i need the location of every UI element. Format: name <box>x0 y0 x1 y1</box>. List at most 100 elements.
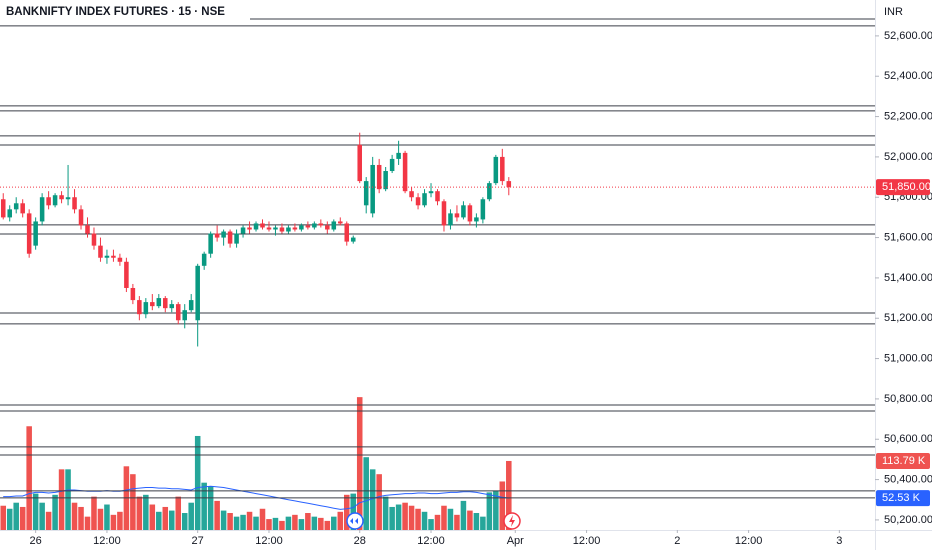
volume-bar <box>97 508 104 530</box>
candle-body <box>91 233 97 246</box>
candle-body <box>78 209 84 226</box>
volume-bar <box>246 511 253 530</box>
event-icon[interactable] <box>503 512 521 530</box>
candle-body <box>325 225 330 230</box>
x-tick-label: 12:00 <box>573 535 601 547</box>
volume-bar <box>467 510 473 530</box>
candle-body <box>104 255 110 258</box>
candle-body <box>338 221 343 224</box>
volume-bar <box>0 505 7 530</box>
chart-title: BANKNIFTY INDEX FUTURES · 15 · NSE <box>6 6 225 18</box>
x-tick-label: 28 <box>354 535 366 547</box>
candle-body <box>195 265 200 321</box>
volume-bar <box>402 502 408 530</box>
candle-body <box>487 183 492 200</box>
candle-body <box>279 227 285 232</box>
y-tick-label: 50,600.00 <box>884 433 932 445</box>
candle-body <box>389 158 395 172</box>
candle-body <box>39 197 45 222</box>
candle-body <box>214 233 220 238</box>
candle-body <box>221 231 226 238</box>
candle-body <box>240 227 246 234</box>
candle-body <box>500 156 505 182</box>
x-tick-label: 3 <box>836 535 842 547</box>
candle-body <box>117 257 123 262</box>
volume-bar <box>194 435 201 530</box>
plot <box>0 18 875 530</box>
candle-body <box>312 223 317 228</box>
volume-bar <box>292 514 298 530</box>
candle-body <box>422 193 427 206</box>
volume-bar <box>136 496 143 530</box>
volume-bar <box>181 513 188 530</box>
price-badge-label: 113.79 K <box>882 455 926 467</box>
candle-body <box>20 203 25 214</box>
volume-bar <box>460 500 467 530</box>
event-icon[interactable] <box>346 512 364 530</box>
volume-bar <box>454 514 460 530</box>
volume-bar <box>486 492 493 530</box>
volume-bar <box>408 505 415 530</box>
candle-body <box>299 225 304 230</box>
volume-bar <box>356 397 363 530</box>
price-badge <box>876 179 930 196</box>
y-tick-label: 50,400.00 <box>884 473 932 485</box>
y-tick-label: 51,400.00 <box>884 272 932 284</box>
candle-body <box>370 164 375 214</box>
y-tick-label: 52,400.00 <box>884 70 932 82</box>
volume-bar <box>447 508 454 530</box>
candle-body <box>247 227 252 230</box>
volume-bar <box>272 517 279 530</box>
candle-body <box>137 300 142 315</box>
volume-bar <box>285 516 292 530</box>
volume-bar <box>369 469 376 530</box>
candle-body <box>52 195 58 206</box>
volume-bar <box>32 493 39 530</box>
candle-body <box>292 227 298 230</box>
price-badge <box>876 490 930 507</box>
y-tick-label: 50,800.00 <box>884 393 932 405</box>
candle-body <box>182 310 187 321</box>
volume-bar <box>395 504 402 530</box>
candle-body <box>467 205 473 222</box>
volume-bar <box>499 481 506 530</box>
volume-bar <box>240 514 246 530</box>
candle-body <box>461 205 466 218</box>
candle-body <box>273 227 278 230</box>
volume-bar <box>168 510 175 530</box>
volume-bar <box>480 516 486 530</box>
volume-bar <box>162 506 169 530</box>
volume-bar <box>259 508 266 530</box>
candle-body <box>402 152 408 192</box>
volume-bar <box>156 511 162 530</box>
candle-body <box>98 245 103 258</box>
volume-bar <box>506 460 512 530</box>
candle-body <box>383 171 388 190</box>
candle-body <box>357 144 362 182</box>
candle-body <box>305 225 311 228</box>
y-tick-label: 51,600.00 <box>884 231 932 243</box>
volume-bar <box>6 508 13 530</box>
volume-bar <box>363 457 369 530</box>
volume-bar <box>52 494 58 530</box>
volume-bar <box>58 469 65 530</box>
candle-body <box>286 227 291 232</box>
volume-bar <box>220 510 227 530</box>
candle-body <box>253 223 259 230</box>
currency: INR <box>884 6 903 18</box>
volume-bar <box>434 514 441 530</box>
volume-bar <box>214 500 220 530</box>
candle-body <box>111 255 116 258</box>
candle-body <box>46 197 51 206</box>
volume-bar <box>415 508 421 530</box>
candle-body <box>415 197 421 206</box>
volume-bar <box>84 516 91 530</box>
y-tick-label: 51,000.00 <box>884 352 932 364</box>
candle-body <box>448 213 453 226</box>
y-tick-label: 52,600.00 <box>884 30 932 42</box>
candle-body <box>428 191 434 194</box>
x-tick-label: Apr <box>507 535 524 547</box>
candle-body <box>376 164 382 190</box>
volume-bar <box>421 511 428 530</box>
